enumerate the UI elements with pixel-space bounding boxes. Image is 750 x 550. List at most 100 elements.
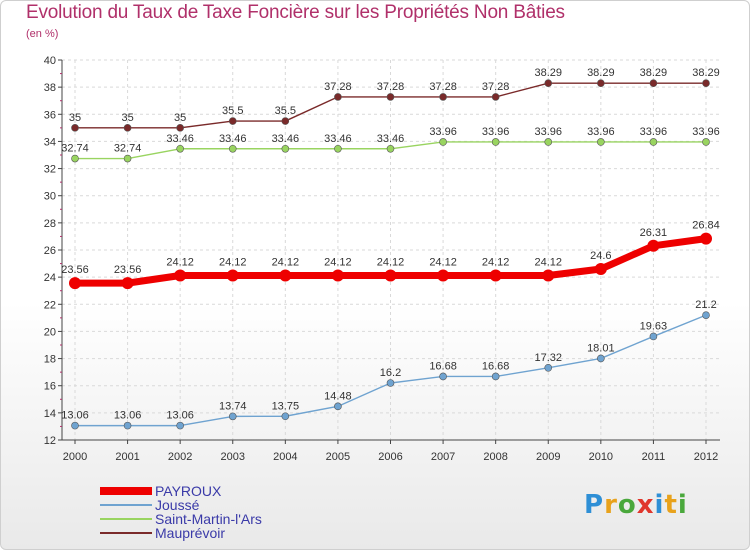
data-label-jouss-: 14.48 [324, 390, 352, 402]
logo-letter: P [584, 490, 605, 520]
data-point-jouss- [176, 421, 184, 430]
data-point-payroux [647, 239, 660, 252]
proxiti-logo: Proxiti [584, 490, 688, 520]
data-label-jouss-: 13.06 [61, 410, 89, 422]
data-label-saint-martin-l-ars: 33.46 [272, 133, 300, 145]
data-point-jouss- [386, 379, 395, 387]
logo-letter: t [664, 490, 678, 520]
data-label-saint-martin-l-ars: 33.96 [534, 126, 562, 138]
data-point-saint-martin-l-ars [649, 138, 658, 146]
data-point-maupr-voir [544, 79, 553, 88]
data-point-payroux [437, 269, 450, 282]
x-tick-label: 2000 [63, 451, 87, 463]
data-point-saint-martin-l-ars [597, 138, 605, 146]
data-label-jouss-: 21.2 [695, 299, 716, 311]
data-label-saint-martin-l-ars: 32.74 [61, 143, 89, 155]
logo-letter: i [654, 490, 665, 520]
y-tick-label: 40 [44, 55, 56, 67]
y-tick-label: 18 [44, 354, 56, 366]
data-point-saint-martin-l-ars [491, 138, 500, 146]
data-label-saint-martin-l-ars: 33.96 [587, 126, 615, 138]
data-label-maupr-voir: 35 [69, 112, 81, 124]
chart-subtitle: (en %) [26, 28, 59, 40]
data-label-maupr-voir: 37.28 [482, 81, 510, 93]
y-tick-label: 20 [44, 326, 56, 338]
legend-label: PAYROUX [155, 483, 222, 499]
y-tick-label: 22 [44, 299, 56, 311]
data-point-saint-martin-l-ars [386, 144, 395, 153]
data-label-saint-martin-l-ars: 33.46 [324, 133, 352, 145]
data-label-saint-martin-l-ars: 33.96 [640, 126, 668, 138]
x-tick-label: 2003 [221, 451, 245, 463]
y-tick-label: 12 [44, 435, 56, 447]
data-point-maupr-voir [281, 117, 290, 125]
x-tick-label: 2007 [431, 451, 455, 463]
data-point-saint-martin-l-ars [176, 144, 184, 153]
data-point-payroux [489, 269, 502, 282]
data-label-saint-martin-l-ars: 32.74 [114, 143, 142, 155]
data-point-saint-martin-l-ars [439, 138, 447, 146]
data-label-jouss-: 18.01 [587, 342, 615, 354]
logo-letter: i [677, 490, 688, 520]
data-point-payroux [700, 232, 712, 245]
data-point-maupr-voir [386, 93, 395, 101]
data-label-jouss-: 13.06 [166, 410, 194, 422]
data-point-saint-martin-l-ars [71, 154, 79, 163]
data-label-payroux: 26.84 [692, 220, 720, 232]
y-tick-label: 32 [44, 164, 56, 176]
legend-swatch [100, 487, 152, 495]
data-label-saint-martin-l-ars: 33.96 [692, 126, 720, 138]
data-label-saint-martin-l-ars: 33.46 [166, 133, 194, 145]
y-tick-label: 16 [44, 381, 56, 393]
data-point-jouss- [123, 421, 132, 430]
y-tick-label: 38 [44, 82, 56, 94]
x-tick-label: 2004 [273, 451, 297, 463]
data-point-payroux [279, 269, 292, 282]
data-point-maupr-voir [71, 124, 79, 132]
data-label-payroux: 23.56 [114, 264, 142, 276]
data-label-maupr-voir: 37.28 [429, 81, 457, 93]
data-label-jouss-: 17.32 [534, 352, 562, 364]
legend-swatch [100, 518, 152, 520]
data-label-payroux: 24.12 [377, 257, 405, 269]
data-label-payroux: 24.12 [272, 257, 300, 269]
x-tick-label: 2010 [589, 451, 613, 463]
data-point-jouss- [71, 421, 79, 430]
data-point-jouss- [597, 354, 605, 363]
data-point-maupr-voir [334, 93, 342, 101]
data-label-payroux: 24.6 [590, 250, 611, 262]
data-label-jouss-: 13.75 [272, 400, 300, 412]
data-label-saint-martin-l-ars: 33.96 [482, 126, 510, 138]
data-label-payroux: 24.12 [324, 257, 352, 269]
y-tick-label: 34 [44, 136, 56, 148]
data-point-jouss- [702, 311, 710, 319]
data-point-payroux [542, 269, 555, 282]
data-label-payroux: 26.31 [640, 227, 668, 239]
data-label-jouss-: 13.74 [219, 400, 247, 412]
data-point-maupr-voir [702, 79, 710, 88]
x-tick-label: 2002 [168, 451, 192, 463]
y-tick-label: 28 [44, 218, 56, 230]
data-point-saint-martin-l-ars [228, 144, 237, 153]
data-label-saint-martin-l-ars: 33.96 [429, 126, 457, 138]
x-tick-label: 2012 [694, 451, 718, 463]
data-point-jouss- [228, 412, 237, 421]
data-point-jouss- [439, 372, 447, 381]
data-label-payroux: 24.12 [166, 257, 194, 269]
data-point-payroux [226, 269, 239, 282]
data-point-saint-martin-l-ars [281, 144, 290, 153]
data-point-payroux [594, 263, 607, 275]
x-tick-label: 2005 [326, 451, 350, 463]
x-tick-label: 2008 [483, 451, 507, 463]
data-label-saint-martin-l-ars: 33.46 [219, 133, 247, 145]
data-point-jouss- [544, 363, 553, 372]
data-label-maupr-voir: 38.29 [640, 67, 668, 79]
legend-label: Joussé [155, 497, 200, 513]
data-point-saint-martin-l-ars [334, 144, 342, 153]
data-label-jouss-: 16.68 [482, 360, 510, 372]
data-label-payroux: 24.12 [429, 257, 457, 269]
data-point-maupr-voir [439, 93, 447, 101]
x-tick-label: 2001 [115, 451, 139, 463]
data-point-maupr-voir [597, 79, 605, 88]
data-point-maupr-voir [491, 93, 500, 101]
